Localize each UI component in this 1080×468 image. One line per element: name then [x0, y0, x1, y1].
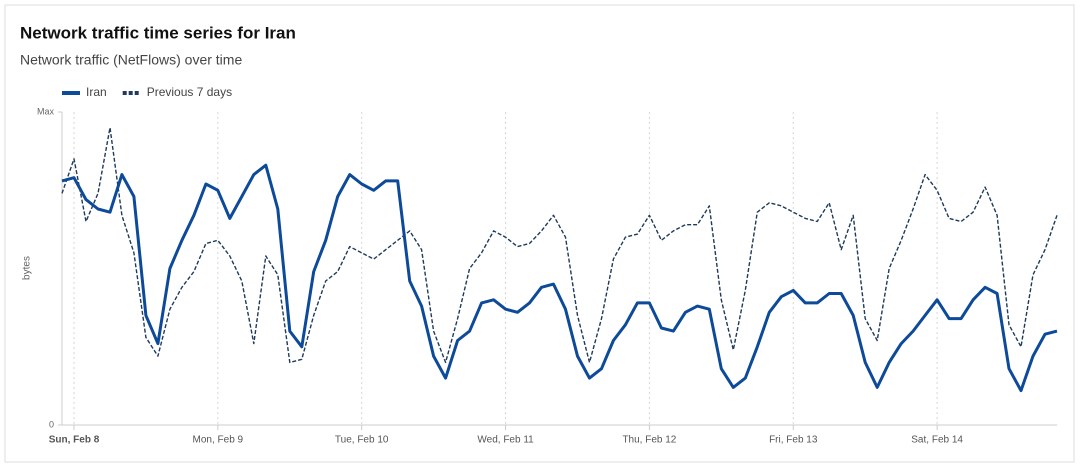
chart-title: Network traffic time series for Iran: [20, 23, 296, 42]
x-tick-label: Wed, Feb 11: [477, 435, 534, 446]
x-tick-label: Thu, Feb 12: [622, 435, 676, 446]
chart-subtitle: Network traffic (NetFlows) over time: [20, 52, 242, 68]
x-tick-label: Sun, Feb 8: [49, 435, 100, 446]
x-tick-label: Tue, Feb 10: [335, 435, 389, 446]
y-tick-label: Max: [37, 106, 55, 116]
series-line: [61, 127, 1058, 364]
series-line: [61, 163, 1058, 393]
y-axis-label: bytes: [22, 256, 33, 280]
legend-label: Iran: [86, 85, 107, 99]
legend-label: Previous 7 days: [147, 85, 232, 99]
x-tick-label: Mon, Feb 9: [193, 435, 244, 446]
x-tick-label: Sat, Feb 14: [911, 435, 963, 446]
y-tick-label: 0: [49, 419, 54, 429]
x-tick-label: Fri, Feb 13: [769, 435, 818, 446]
